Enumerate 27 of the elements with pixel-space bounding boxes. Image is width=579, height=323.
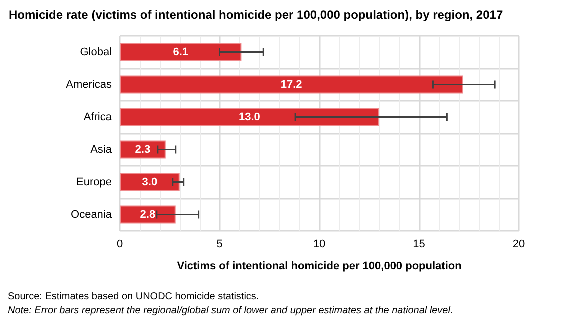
bar [120,206,176,224]
y-tick-label: Asia [90,144,113,156]
x-tick-label: 5 [216,238,223,250]
data-label: 2.8 [140,208,156,221]
bar [120,173,180,192]
x-tick-label: 0 [116,238,124,250]
y-tick-label: Oceania [71,208,113,221]
x-tick-label: 20 [512,238,526,250]
text: Note: Error bars represent the regional/global sum of lower and upper estimates at the national level. [8,306,454,316]
data-label: 2.3 [135,144,151,156]
source-note: Source: Estimates based on UNODC homicide statistics. [8,292,260,302]
y-tick-label: Global [80,46,112,58]
y-tick-label: Europe [76,176,112,188]
y-tick-label: Africa [84,111,113,124]
x-tick-label: 15 [413,238,426,250]
bar [120,76,464,94]
data-label: 17.2 [280,78,302,91]
y-tick-label: Americas [66,78,112,91]
bar [120,43,242,62]
x-axis-title: Victims of intentional homicide per 100,000 population [177,260,462,272]
bar [120,108,380,126]
x-tick-label: 10 [313,238,326,250]
data-label: 13.0 [238,111,260,124]
data-label: 3.0 [142,176,158,188]
data-label: 6.1 [173,46,188,58]
chart-title: Homicide rate (victims of intentional homicide per 100,000 population), by region, 2017 [9,8,504,22]
bar [120,140,166,159]
